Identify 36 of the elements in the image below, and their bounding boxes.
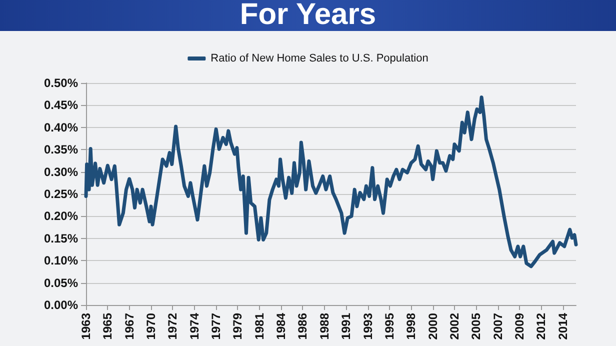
x-tick-label: 2009: [512, 312, 527, 340]
x-tick-label: 1991: [339, 312, 354, 340]
x-tick-label: 1979: [230, 312, 245, 340]
x-tick-label: 1967: [122, 312, 136, 340]
x-tick-label: 1981: [252, 312, 266, 340]
x-tick-label: 1965: [100, 312, 115, 340]
y-tick-label: 0.40%: [44, 120, 78, 134]
y-tick-label: 0.35%: [44, 142, 78, 157]
y-tick-label: 0.45%: [44, 98, 78, 112]
y-tick-label: 0.00%: [44, 298, 78, 312]
x-tick-label: 1963: [79, 312, 93, 340]
x-tick-label: 2007: [490, 312, 505, 340]
y-tick-label: 0.30%: [44, 164, 78, 179]
line-series: [84, 95, 578, 268]
x-tick-label: 2000: [426, 312, 440, 340]
legend-label: Ratio of New Home Sales to U.S. Population: [210, 52, 428, 64]
x-tick-label: 1977: [209, 312, 224, 340]
x-tick-label: 2014: [556, 312, 570, 340]
y-tick-label: 0.05%: [44, 276, 78, 290]
x-tick-label: 2012: [534, 312, 548, 340]
y-tick-label: 0.50%: [44, 76, 78, 90]
x-tick-label: 2002: [447, 312, 462, 340]
y-tick-label: 0.25%: [44, 187, 78, 201]
x-tick-label: 1998: [404, 312, 418, 340]
x-tick-label: 1984: [274, 312, 288, 340]
y-tick-label: 0.15%: [44, 231, 78, 246]
x-tick-label: 1988: [317, 312, 332, 340]
x-tick-label: 1970: [144, 312, 158, 340]
x-tick-label: 1974: [187, 312, 202, 340]
y-tick-label: 0.10%: [44, 254, 78, 268]
x-tick-label: 1995: [382, 312, 396, 340]
y-tick-label: 0.20%: [44, 209, 78, 224]
x-tick-label: 1986: [296, 312, 310, 340]
x-tick-label: 1993: [360, 312, 375, 340]
x-tick-label: 1972: [166, 312, 180, 340]
x-tick-label: 2005: [469, 312, 484, 340]
